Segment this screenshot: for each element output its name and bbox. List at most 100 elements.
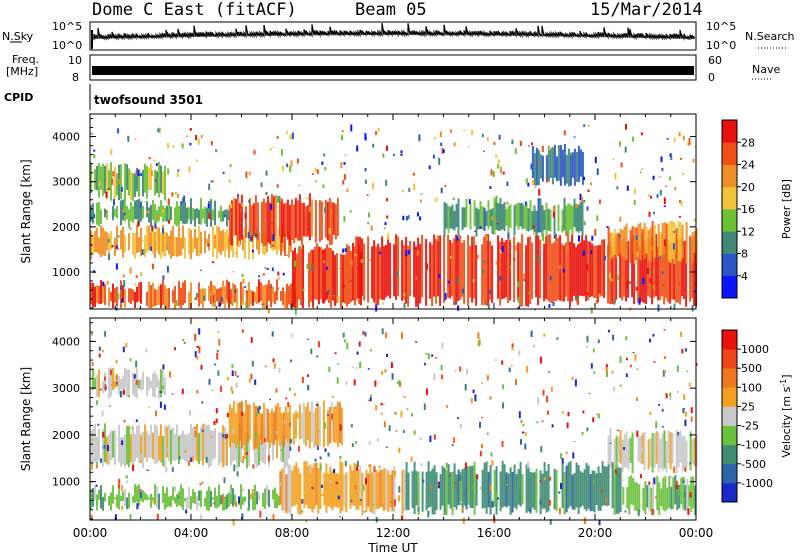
velocity-cell xyxy=(511,472,514,513)
power-speck xyxy=(638,298,641,305)
power-cell xyxy=(90,162,92,194)
power-cell xyxy=(292,250,294,307)
velocity-cell xyxy=(317,468,320,514)
power-cell xyxy=(100,280,102,304)
velocity-cell xyxy=(603,466,606,506)
power-speck xyxy=(604,255,606,261)
velocity-speck xyxy=(688,382,691,387)
power-speck xyxy=(652,284,655,291)
power-speck xyxy=(162,228,164,234)
velocity-cell xyxy=(102,497,104,511)
velocity-cell xyxy=(230,407,233,443)
velocity-cell xyxy=(656,476,659,511)
velocity-cell xyxy=(683,436,686,472)
power-speck xyxy=(524,201,527,206)
velocity-speck xyxy=(346,342,349,350)
power-cell xyxy=(647,229,650,261)
velocity-cell xyxy=(132,496,134,503)
power-cell xyxy=(342,254,344,303)
velocity-speck xyxy=(464,462,467,469)
velocity-cell xyxy=(232,436,234,462)
velocity-speck xyxy=(489,484,492,491)
velocity-speck xyxy=(174,486,177,492)
power-cell xyxy=(547,208,550,231)
power-speck xyxy=(312,264,314,267)
velocity-cell xyxy=(611,462,614,509)
power-speck xyxy=(496,223,499,225)
power-cell xyxy=(545,202,548,237)
power-colorbar-label: 12 xyxy=(741,225,755,238)
power-speck xyxy=(111,178,114,185)
velocity-speck xyxy=(188,410,191,416)
power-speck xyxy=(498,134,501,140)
power-band-1 xyxy=(90,224,292,260)
power-speck xyxy=(322,184,325,189)
power-speck xyxy=(403,292,406,297)
power-cell xyxy=(136,167,138,192)
velocity-speck xyxy=(665,393,668,399)
power-cell xyxy=(158,206,160,222)
power-cell xyxy=(657,223,660,258)
power-speck xyxy=(127,135,130,142)
power-speck xyxy=(609,272,611,280)
velocity-speck xyxy=(427,353,430,359)
power-speck xyxy=(312,307,315,309)
velocity-speck xyxy=(119,390,122,398)
power-speck xyxy=(364,168,367,172)
velocity-speck xyxy=(146,469,149,471)
velocity-speck xyxy=(264,438,266,442)
velocity-cell xyxy=(206,425,208,464)
power-cell xyxy=(575,151,578,182)
power-speck xyxy=(342,179,345,185)
power-speck xyxy=(282,272,285,276)
noise-strip: N.Sky 10^5 10^0 10^5 10^0 N.Search xyxy=(2,20,795,52)
power-speck xyxy=(552,302,555,306)
power-band-7 xyxy=(443,197,584,237)
power-cell xyxy=(655,234,658,297)
velocity-cell xyxy=(124,488,126,506)
power-cell xyxy=(513,205,516,236)
velocity-speck xyxy=(333,468,335,474)
velocity-speck xyxy=(682,408,685,414)
velocity-speck xyxy=(215,418,218,424)
velocity-speck xyxy=(413,430,416,435)
power-cell xyxy=(180,203,182,221)
power-cell xyxy=(569,241,572,307)
velocity-speck xyxy=(98,353,101,358)
power-cell xyxy=(236,193,239,246)
power-cell xyxy=(156,289,158,306)
velocity-cell xyxy=(170,429,172,465)
power-cell xyxy=(120,164,122,200)
velocity-cell xyxy=(214,428,216,459)
velocity-speck xyxy=(213,421,216,425)
velocity-cell xyxy=(162,436,164,467)
velocity-cell xyxy=(190,424,192,461)
velocity-cell xyxy=(126,369,128,397)
power-speck xyxy=(142,249,145,254)
velocity-speck xyxy=(314,458,317,462)
velocity-speck xyxy=(522,431,525,434)
power-cell xyxy=(284,202,287,237)
velocity-cell xyxy=(136,485,138,502)
velocity-speck xyxy=(191,456,194,462)
power-speck xyxy=(613,299,616,304)
velocity-cell xyxy=(118,375,120,395)
velocity-speck xyxy=(139,488,142,491)
power-speck xyxy=(112,171,115,177)
power-cell xyxy=(691,232,694,263)
power-speck xyxy=(590,307,593,314)
power-speck xyxy=(332,295,335,297)
power-cell xyxy=(545,155,548,181)
velocity-speck xyxy=(479,450,482,457)
power-cell xyxy=(158,227,160,255)
power-speck xyxy=(537,162,540,164)
velocity-speck xyxy=(395,430,398,432)
power-speck xyxy=(111,244,114,248)
power-speck xyxy=(583,176,585,180)
power-cell xyxy=(569,204,572,230)
power-speck xyxy=(528,291,531,294)
power-cell xyxy=(649,227,652,262)
power-cell xyxy=(537,198,540,233)
velocity-speck xyxy=(111,384,114,386)
velocity-cell xyxy=(138,424,140,463)
